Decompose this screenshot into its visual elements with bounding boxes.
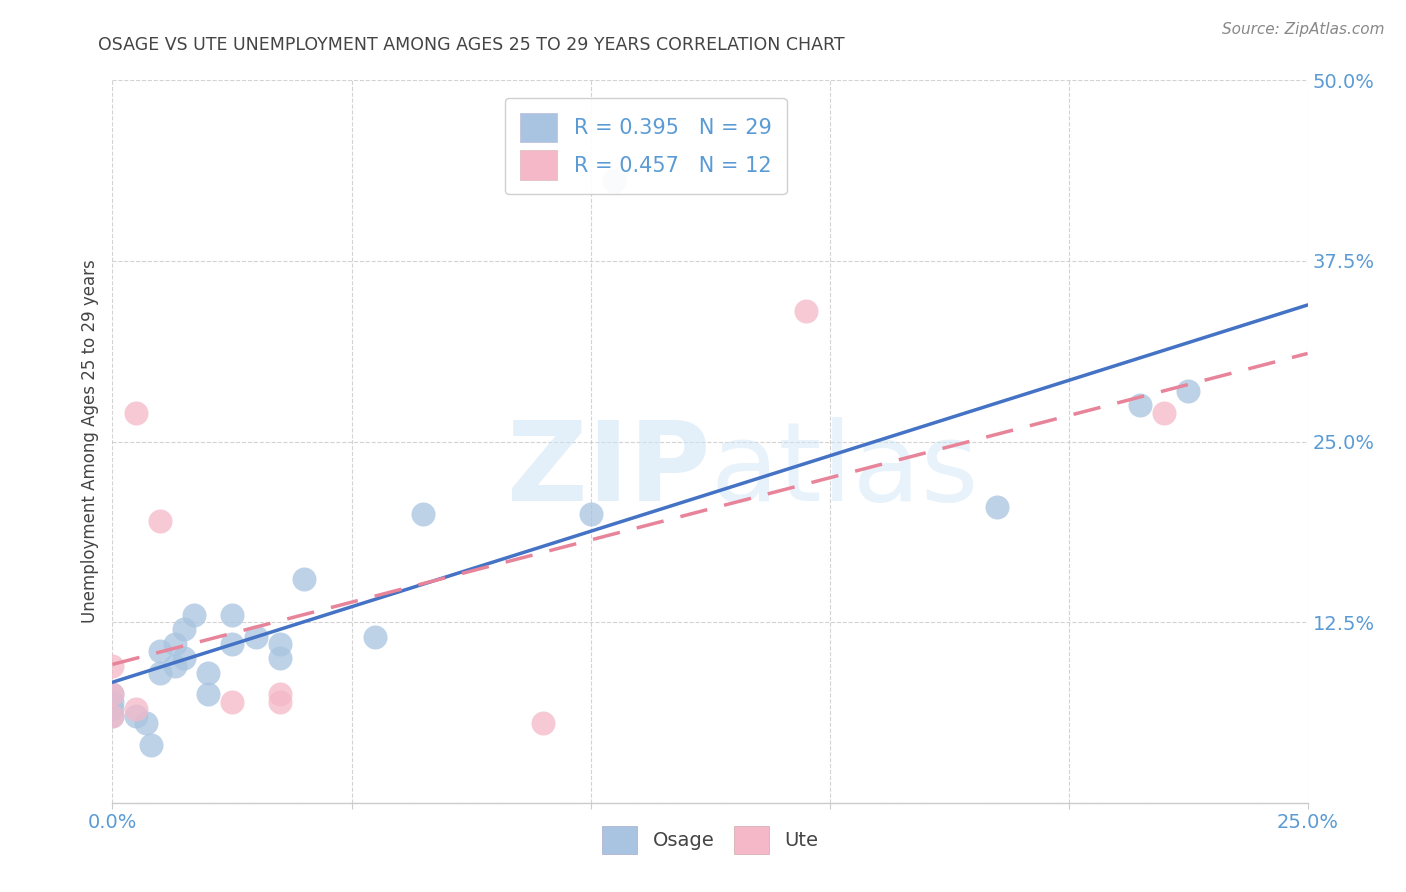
Text: ZIP: ZIP [506,417,710,524]
Point [125,406,148,420]
Text: atlas: atlas [710,417,979,524]
Point [197,665,219,680]
Point [125,709,148,723]
Point [1129,398,1152,412]
Point [163,658,186,673]
Point [579,507,602,521]
Point [173,623,195,637]
Point [531,716,554,731]
Point [101,702,124,716]
Point [221,695,243,709]
Point [101,709,124,723]
Point [269,695,291,709]
Point [269,687,291,701]
Point [149,644,172,658]
Point [1177,384,1199,398]
Legend: Osage, Ute: Osage, Ute [591,814,830,865]
Point [125,702,148,716]
Point [101,695,124,709]
Point [163,637,186,651]
Point [269,651,291,665]
Point [1153,406,1175,420]
Point [412,507,434,521]
Point [197,687,219,701]
Point [135,716,157,731]
Point [794,304,817,318]
Point [173,651,195,665]
Point [986,500,1008,514]
Point [101,687,124,701]
Text: OSAGE VS UTE UNEMPLOYMENT AMONG AGES 25 TO 29 YEARS CORRELATION CHART: OSAGE VS UTE UNEMPLOYMENT AMONG AGES 25 … [98,36,845,54]
Point [101,687,124,701]
Point [101,658,124,673]
Point [149,665,172,680]
Point [221,637,243,651]
Point [101,709,124,723]
Point [269,637,291,651]
Point [149,514,172,528]
Text: Source: ZipAtlas.com: Source: ZipAtlas.com [1222,22,1385,37]
Point [183,607,205,622]
Y-axis label: Unemployment Among Ages 25 to 29 years: Unemployment Among Ages 25 to 29 years [80,260,98,624]
Point [139,738,162,752]
Point [292,572,315,586]
Point [603,174,626,188]
Point [221,607,243,622]
Point [245,630,267,644]
Point [364,630,387,644]
